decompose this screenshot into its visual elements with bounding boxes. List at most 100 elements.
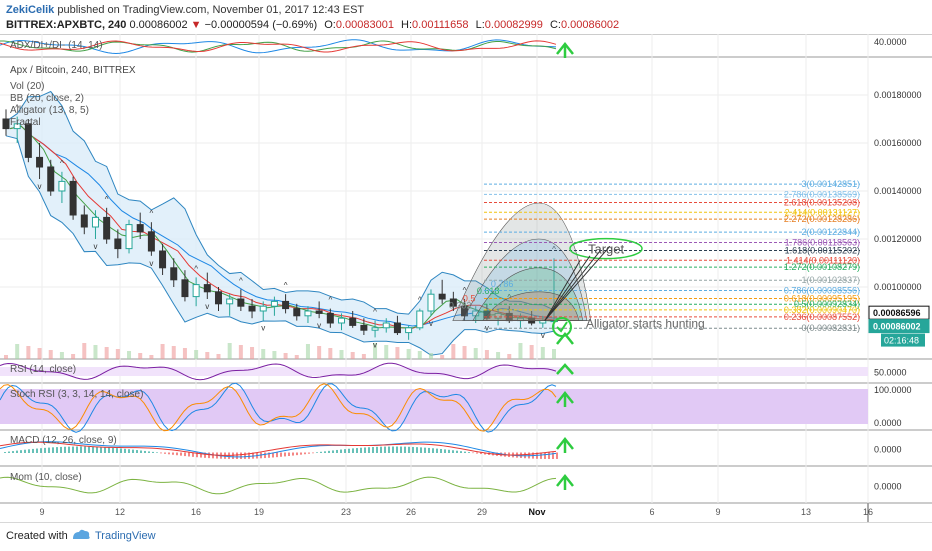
macd-histogram-bar <box>348 448 350 453</box>
macd-histogram-bar <box>244 452 246 459</box>
macd-histogram-bar <box>268 452 270 458</box>
fractal-down-marker: v <box>317 321 321 330</box>
volume-bar <box>540 347 545 359</box>
macd-histogram-bar <box>204 452 206 458</box>
fractal-up-marker: ^ <box>328 296 332 305</box>
macd-histogram-bar <box>548 452 550 459</box>
candle-body <box>405 327 413 334</box>
macd-histogram-bar <box>340 449 342 453</box>
fib-fan-label: 0.5 <box>463 293 476 303</box>
rsi-y-tick: 50.0000 <box>874 368 907 378</box>
volume-bar <box>283 353 288 359</box>
x-tick-label: 19 <box>254 507 264 517</box>
adx-title: ADX/DI+/DI- (14, 14) <box>10 40 103 51</box>
macd-histogram-bar <box>468 452 470 453</box>
candle-body <box>248 305 256 312</box>
tradingview-logo-icon[interactable] <box>70 528 92 542</box>
bollinger-lower-line <box>5 135 555 356</box>
candle-body <box>382 322 390 329</box>
macd-histogram-bar <box>376 446 378 453</box>
macd-histogram-bar <box>132 449 134 453</box>
macd-histogram-bar <box>104 447 106 453</box>
volume-bar <box>182 348 187 359</box>
y-tick-label: 0.00180000 <box>874 90 922 100</box>
macd-histogram-bar <box>96 446 98 453</box>
macd-histogram-bar <box>476 452 478 454</box>
macd-histogram-bar <box>172 452 174 455</box>
volume-bar <box>462 346 467 359</box>
candle-body <box>2 118 10 130</box>
candle-body <box>114 238 122 250</box>
green-up-arrow-icon <box>556 331 574 345</box>
x-tick-label: 6 <box>649 507 654 517</box>
candle-body <box>483 310 491 319</box>
volume-bar <box>395 347 400 359</box>
high-label: H: <box>401 19 413 31</box>
macd-histogram-bar <box>360 447 362 453</box>
symbol-label: BITTREX:APXBTC, 240 <box>6 19 127 31</box>
volume-bar <box>250 347 255 359</box>
macd-histogram-bar <box>480 452 482 455</box>
macd-histogram-bar <box>540 452 542 459</box>
volume-bar <box>238 345 243 359</box>
volume-bar <box>440 355 445 359</box>
candle-body <box>349 317 357 326</box>
macd-histogram-bar <box>280 452 282 457</box>
macd-histogram-bar <box>40 448 42 453</box>
volume-bar <box>518 343 523 359</box>
macd-histogram-bar <box>312 452 314 454</box>
macd-histogram-bar <box>464 451 466 453</box>
fractal-down-marker: v <box>93 242 97 251</box>
indicator-legend-item: BB (20, close, 2) <box>10 93 84 104</box>
low-value: 0.00082999 <box>484 19 543 31</box>
fractal-up-marker: ^ <box>373 308 377 317</box>
alligator-annotation: Alligator starts hunting <box>586 316 705 330</box>
bollinger-upper-line <box>5 90 555 315</box>
fib-level-label: 1.272(0.00108279) <box>784 262 860 272</box>
macd-histogram-bar <box>388 446 390 453</box>
price-label: 0.00086002 <box>873 322 921 332</box>
macd-histogram-bar <box>328 450 330 453</box>
chart-canvas[interactable]: 9 12 16 19 23 26 29 Nov 6 9 13 16 0.00180000 0.001600… <box>0 34 932 522</box>
macd-histogram-bar <box>428 447 430 453</box>
candle-body <box>24 123 32 158</box>
author-name[interactable]: ZekiCelik <box>6 4 55 16</box>
fib-level-label: 1(0.00102837) <box>801 275 860 285</box>
macd-histogram-bar <box>472 452 474 454</box>
candle-body <box>214 291 222 305</box>
macd-histogram-bar <box>448 449 450 453</box>
mom-title: Mom (10, close) <box>10 472 82 483</box>
green-up-arrow-icon <box>556 363 574 375</box>
last-price: 0.00086002 <box>129 19 188 31</box>
fractal-down-marker: v <box>429 319 433 328</box>
adx-y-tick: 40.0000 <box>874 37 907 47</box>
macd-histogram-bar <box>164 452 166 454</box>
rsi-line <box>0 362 557 381</box>
macd-histogram-bar <box>184 452 186 457</box>
volume-bar <box>48 350 53 359</box>
macd-histogram-bar <box>264 452 266 459</box>
fib-level-label: 0.5(0.00092834) <box>794 299 860 309</box>
macd-histogram-bar <box>188 452 190 457</box>
x-tick-label: 29 <box>477 507 487 517</box>
volume-bar <box>160 344 165 359</box>
volume-bar <box>205 352 210 359</box>
volume-bar <box>428 353 433 359</box>
tradingview-brand[interactable]: TradingView <box>95 530 156 542</box>
volume-bar <box>4 355 8 359</box>
fractal-up-marker: ^ <box>284 281 288 290</box>
macd-histogram-bar <box>16 450 18 453</box>
created-with-label: Created with <box>6 530 68 542</box>
macd-histogram-bar <box>384 446 386 453</box>
x-tick-label: 16 <box>191 507 201 517</box>
close-value: 0.00086002 <box>560 19 620 31</box>
volume-bar <box>71 354 76 359</box>
y-tick-label: 0.00160000 <box>874 138 922 148</box>
candle-body <box>315 310 323 314</box>
candle-body <box>270 300 278 307</box>
macd-histogram-bar <box>284 452 286 457</box>
volume-bar <box>373 343 378 359</box>
fractal-up-marker: ^ <box>194 264 198 273</box>
macd-histogram-bar <box>316 452 318 453</box>
fractal-down-marker: v <box>373 340 377 349</box>
